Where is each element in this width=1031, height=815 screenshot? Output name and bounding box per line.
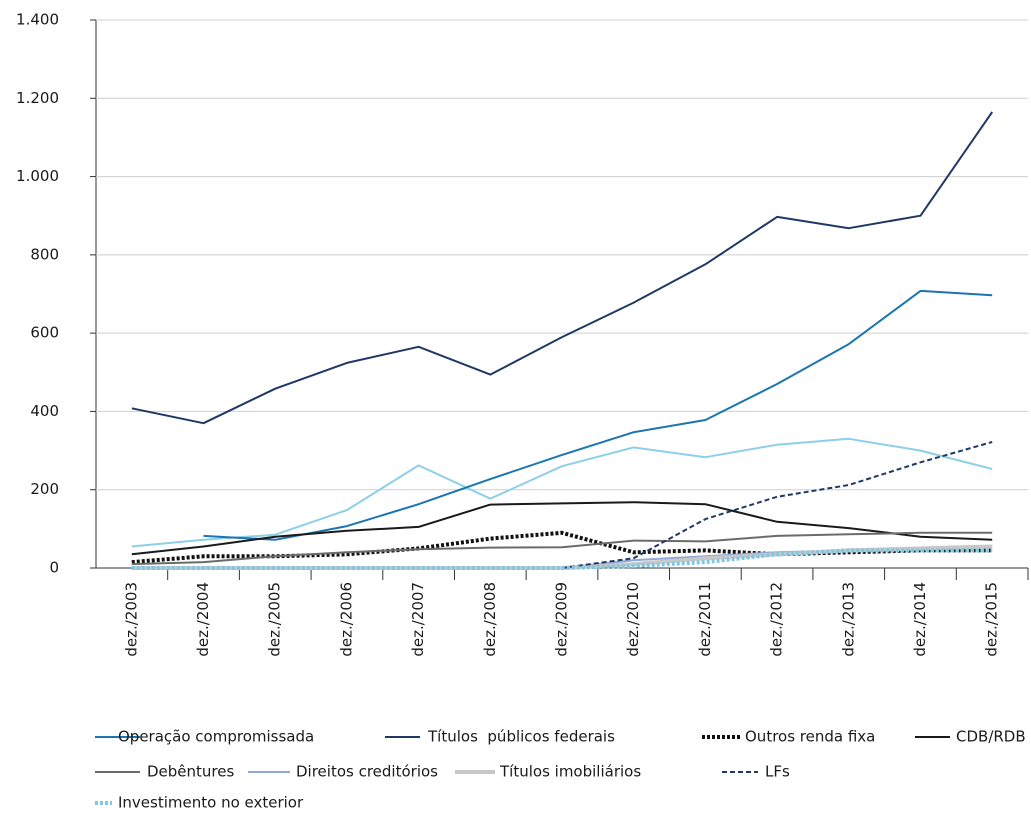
x-tick-label: dez./2014 (911, 582, 929, 657)
y-tick-label: 400 (30, 402, 59, 420)
y-tick-label: 1.400 (16, 11, 59, 29)
x-tick-label: dez./2015 (983, 582, 1001, 657)
legend-label: CDB/RDB (956, 728, 1026, 746)
x-tick-label: dez./2004 (194, 582, 212, 657)
x-tick-label: dez./2005 (266, 582, 284, 657)
x-tick-label: dez./2012 (768, 582, 786, 657)
series-line (203, 289, 993, 541)
series-line (561, 441, 993, 569)
x-tick-label: dez./2003 (122, 582, 140, 657)
x-tick-label: dez./2006 (337, 582, 355, 657)
series-line (131, 111, 994, 425)
legend-label: Debêntures (147, 763, 234, 781)
legend-label: LFs (765, 763, 790, 781)
x-tick-label: dez./2010 (624, 582, 642, 657)
y-tick-label: 600 (30, 324, 59, 342)
x-tick-label: dez./2011 (696, 582, 714, 657)
y-tick-label: 1.000 (16, 167, 59, 185)
x-tick-label: dez./2007 (409, 582, 427, 657)
y-tick-label: 200 (30, 480, 59, 498)
x-tick-label: dez./2008 (481, 582, 499, 657)
legend-label: Investimento no exterior (118, 794, 304, 812)
series-line (131, 548, 993, 570)
legend-label: Outros renda fixa (745, 728, 875, 746)
series-line (131, 437, 993, 548)
y-tick-label: 1.200 (16, 89, 59, 107)
x-tick-label: dez./2009 (553, 582, 571, 657)
x-tick-label: dez./2013 (839, 582, 857, 657)
series-line (131, 531, 993, 566)
legend-label: Títulos imobiliários (499, 763, 641, 781)
series-line (131, 501, 993, 556)
legend-label: Direitos creditórios (296, 763, 438, 781)
y-tick-label: 800 (30, 245, 59, 263)
legend-label: Títulos públicos federais (427, 728, 615, 746)
y-tick-label: 0 (49, 559, 59, 577)
legend-label: Operação compromissada (118, 728, 314, 746)
